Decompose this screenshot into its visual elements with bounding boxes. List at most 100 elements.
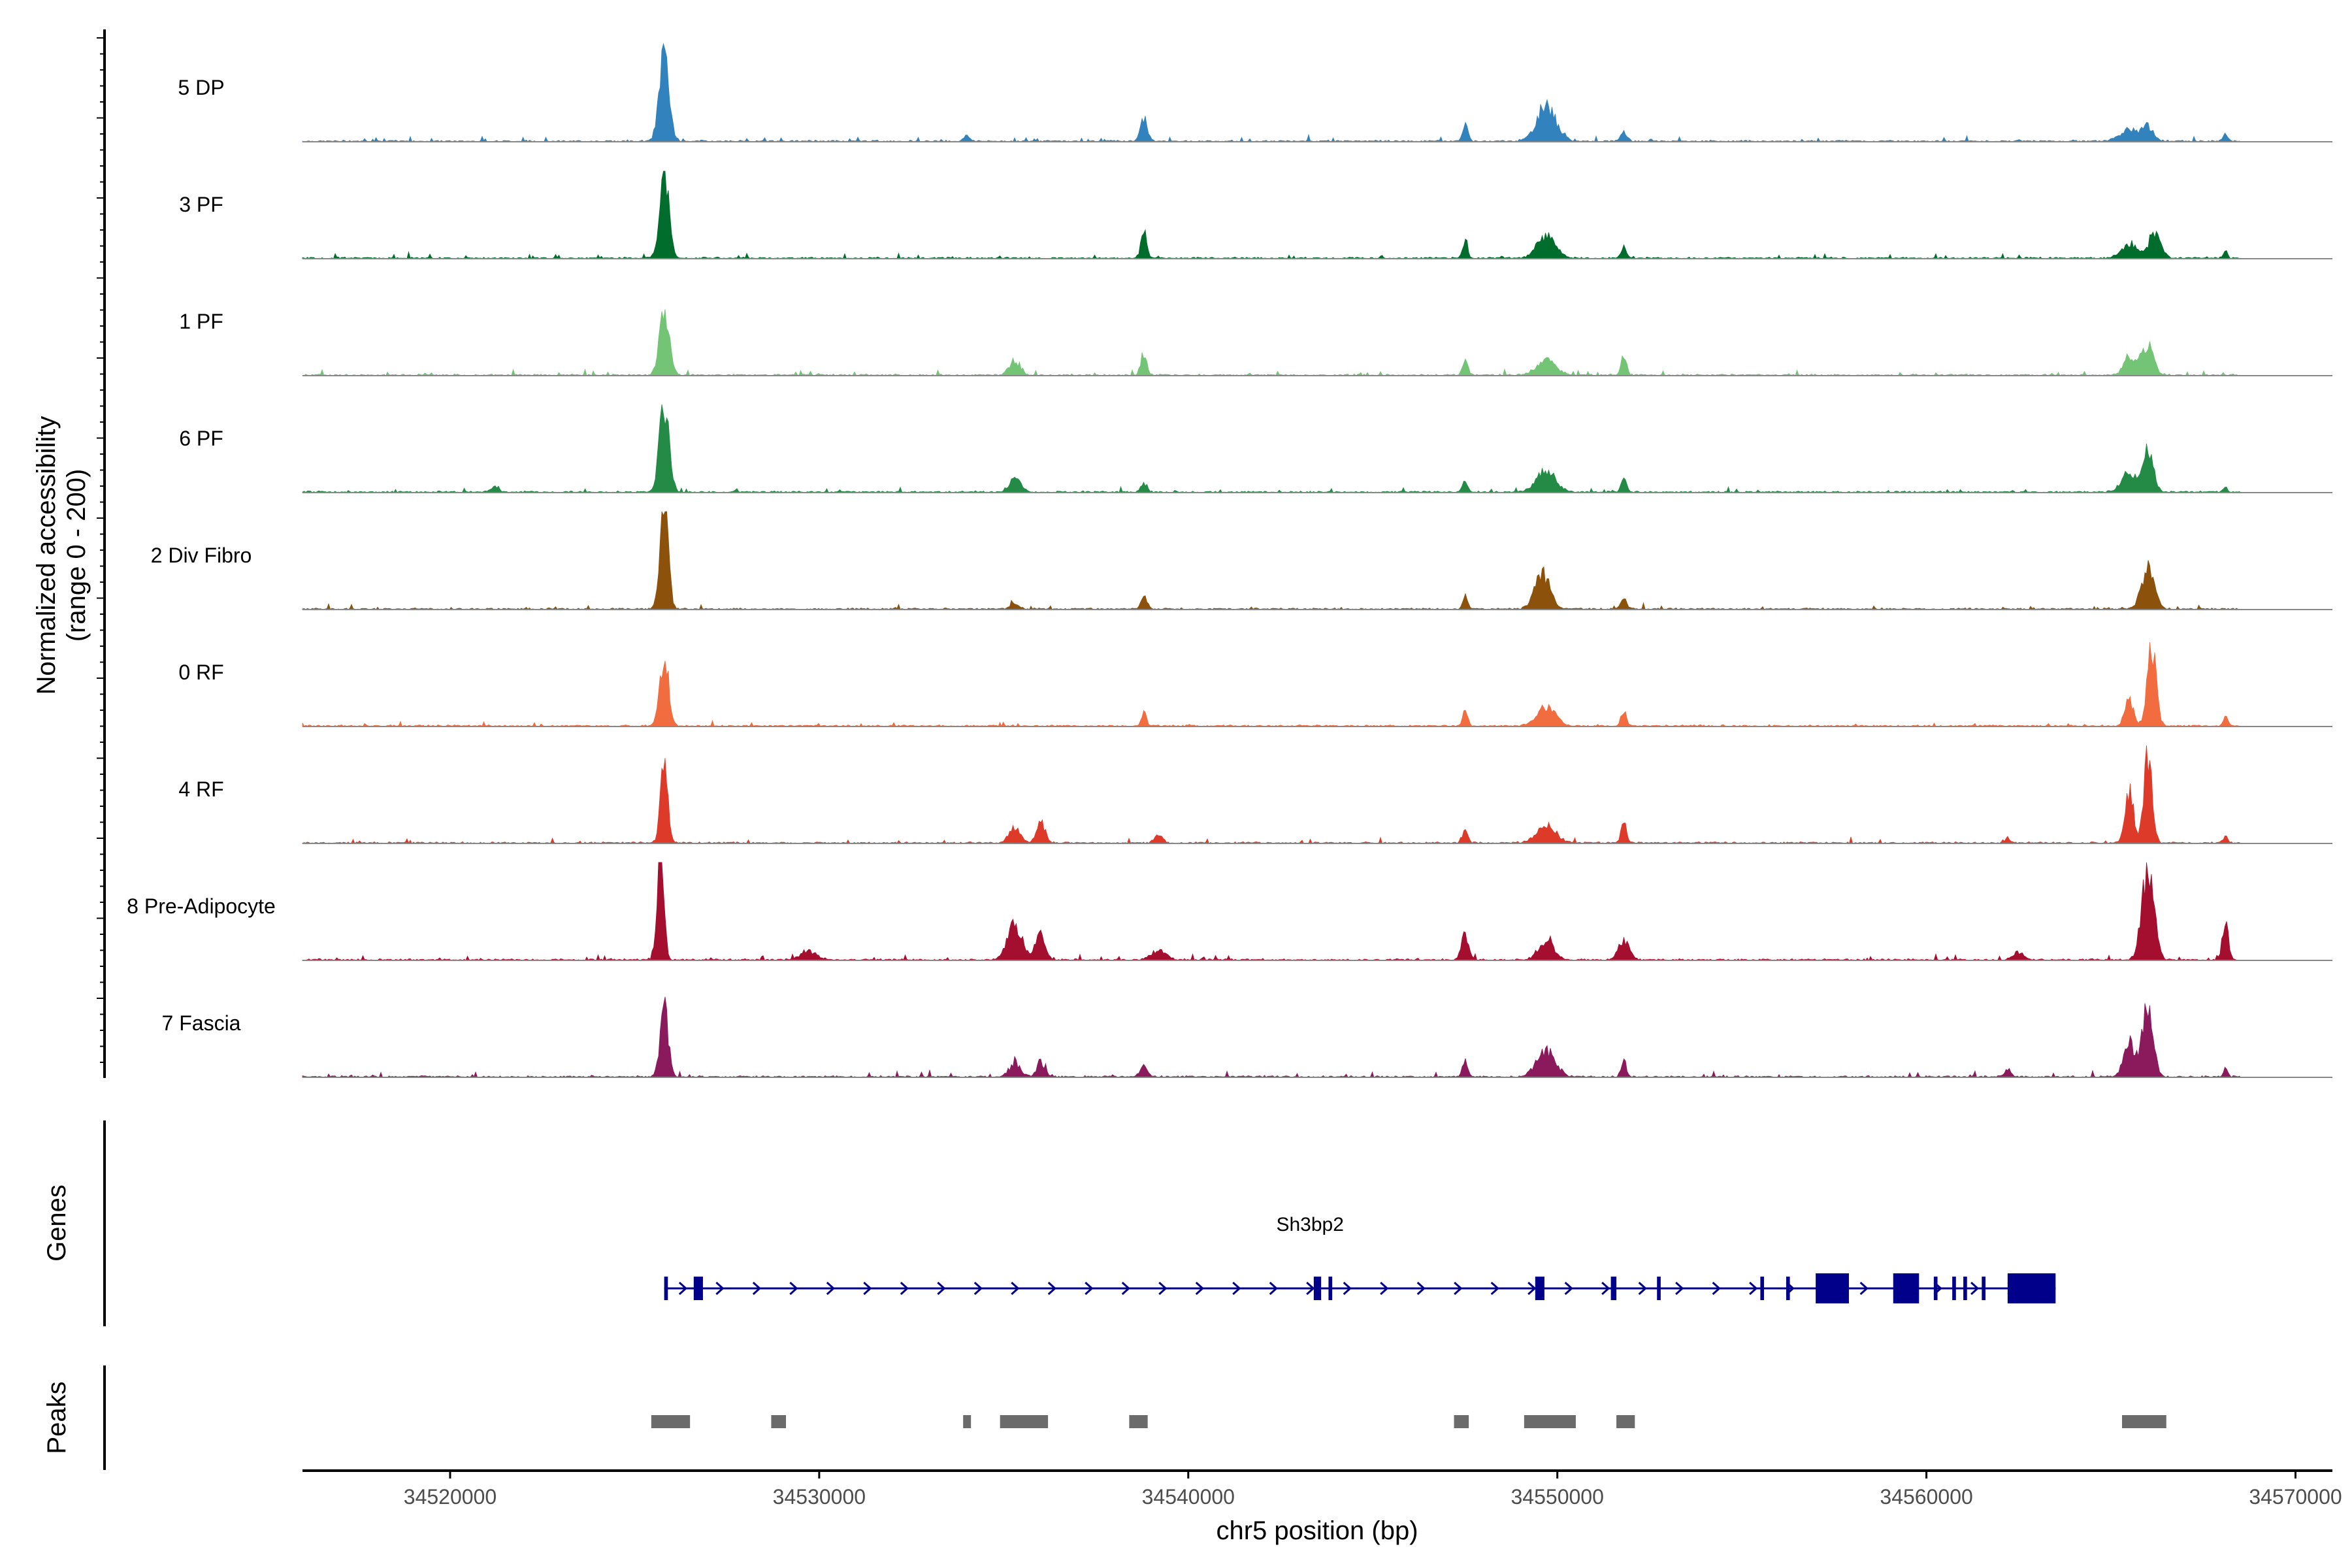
strand-arrow [1675, 1281, 1684, 1296]
strand-arrow [1490, 1281, 1499, 1296]
gene-exon [1786, 1277, 1790, 1300]
coverage-area [302, 642, 2240, 727]
track-3-pf: 3 PF [179, 171, 2332, 259]
track-0-rf: 0 RF [178, 642, 2332, 727]
gene-exon [1313, 1277, 1322, 1300]
gene-exon [1952, 1277, 1956, 1300]
track-8-pre-adipocyte: 8 Pre-Adipocyte [127, 862, 2332, 961]
gene-exon [1982, 1277, 1985, 1300]
coverage-area [302, 745, 2241, 844]
x-tick-label: 34550000 [1511, 1485, 1604, 1509]
strand-arrow [1158, 1281, 1168, 1296]
strand-arrow [715, 1281, 725, 1296]
strand-arrow [1380, 1281, 1389, 1296]
gene-exon [1610, 1277, 1617, 1300]
gene-exon [1657, 1277, 1661, 1300]
track-label: 4 RF [178, 777, 223, 801]
x-axis-ticks: 34520000 34530000 34540000 34550000 3456… [404, 1471, 2342, 1509]
strand-arrow [1269, 1281, 1278, 1296]
strand-arrow [1712, 1281, 1721, 1296]
peak-region [771, 1415, 787, 1428]
track-4-rf: 4 RF [178, 745, 2332, 844]
coverage-tracks: 5 DP 3 PF 1 PF 6 PF 2 Div Fibro 0 RF 4 RF 8 Pre… [127, 42, 2332, 1078]
peak-region [1000, 1415, 1049, 1428]
strand-arrow [1859, 1281, 1869, 1296]
track-label: 7 Fascia [162, 1011, 241, 1035]
strand-arrow [863, 1281, 872, 1296]
peak-region [1524, 1415, 1576, 1428]
peak-track [651, 1415, 2166, 1428]
strand-arrow [789, 1281, 798, 1296]
strand-arrow [752, 1281, 762, 1296]
strand-arrow [826, 1281, 836, 1296]
strand-arrow [1085, 1281, 1094, 1296]
strand-arrow [1121, 1281, 1130, 1296]
track-2-div-fibro: 2 Div Fibro [151, 511, 2332, 610]
coverage-y-ticks [97, 37, 105, 1063]
strand-arrow [1343, 1281, 1352, 1296]
y-axis-title-line2: (range 0 - 200) [62, 469, 91, 642]
coverage-area [302, 42, 2241, 142]
gene-label-sh3bp2: Sh3bp2 [1276, 1214, 1343, 1235]
strand-arrow [1416, 1281, 1426, 1296]
peak-region [1129, 1415, 1148, 1428]
track-1-pf: 1 PF [179, 309, 2332, 376]
strand-arrow [1601, 1281, 1610, 1296]
gene-exon [1328, 1277, 1333, 1300]
strand-arrow [973, 1281, 983, 1296]
track-label: 3 PF [179, 193, 223, 216]
strand-arrow [1195, 1281, 1204, 1296]
coverage-area [302, 309, 2241, 376]
gene-track: Sh3bp2 [664, 1214, 2056, 1303]
track-5-dp: 5 DP [178, 42, 2332, 142]
track-6-pf: 6 PF [179, 404, 2332, 493]
peak-region [2122, 1415, 2166, 1428]
gene-exon [1816, 1273, 1849, 1303]
gene-exon [2007, 1273, 2056, 1303]
peak-region [963, 1415, 972, 1428]
x-tick-label: 34530000 [773, 1485, 866, 1509]
peak-region [1616, 1415, 1635, 1428]
peak-region [651, 1415, 691, 1428]
track-label: 1 PF [179, 310, 223, 333]
peak-region [1454, 1415, 1469, 1428]
track-label: 0 RF [178, 661, 223, 684]
x-tick-label: 34540000 [1142, 1485, 1235, 1509]
x-axis-title: chr5 position (bp) [1216, 1516, 1418, 1545]
coverage-area [302, 511, 2240, 610]
strand-arrow [678, 1281, 688, 1296]
coverage-area [302, 171, 2240, 259]
coverage-area [302, 862, 2240, 961]
coverage-area [302, 996, 2241, 1078]
gene-exon [1760, 1277, 1765, 1300]
coverage-area [302, 404, 2241, 493]
strand-arrow [937, 1281, 946, 1296]
track-7-fascia: 7 Fascia [162, 996, 2332, 1078]
track-label: 5 DP [178, 76, 224, 99]
track-label: 8 Pre-Adipocyte [127, 894, 276, 918]
x-tick-label: 34520000 [404, 1485, 497, 1509]
strand-arrow [1970, 1281, 1980, 1296]
genes-track-label: Genes [42, 1184, 71, 1262]
strand-arrow [1306, 1281, 1315, 1296]
strand-arrow [1454, 1281, 1463, 1296]
track-label: 2 Div Fibro [151, 544, 252, 567]
gene-exon [1963, 1277, 1967, 1300]
gene-exon [664, 1277, 668, 1300]
strand-arrow [1564, 1281, 1573, 1296]
peaks-track-label: Peaks [42, 1381, 71, 1454]
strand-arrow [1232, 1281, 1241, 1296]
strand-arrow [900, 1281, 909, 1296]
track-label: 6 PF [179, 427, 223, 450]
strand-arrow [1638, 1281, 1647, 1296]
strand-arrow [1749, 1281, 1758, 1296]
gene-exon [693, 1277, 703, 1300]
y-axis-title-line1: Normalized accessibility [32, 416, 61, 695]
strand-arrow [1047, 1281, 1057, 1296]
gene-exon [1933, 1277, 1938, 1300]
gene-exon [1893, 1273, 1919, 1303]
x-tick-label: 34560000 [1880, 1485, 1972, 1509]
strand-arrow [1011, 1281, 1020, 1296]
strand-arrow [1527, 1281, 1537, 1296]
